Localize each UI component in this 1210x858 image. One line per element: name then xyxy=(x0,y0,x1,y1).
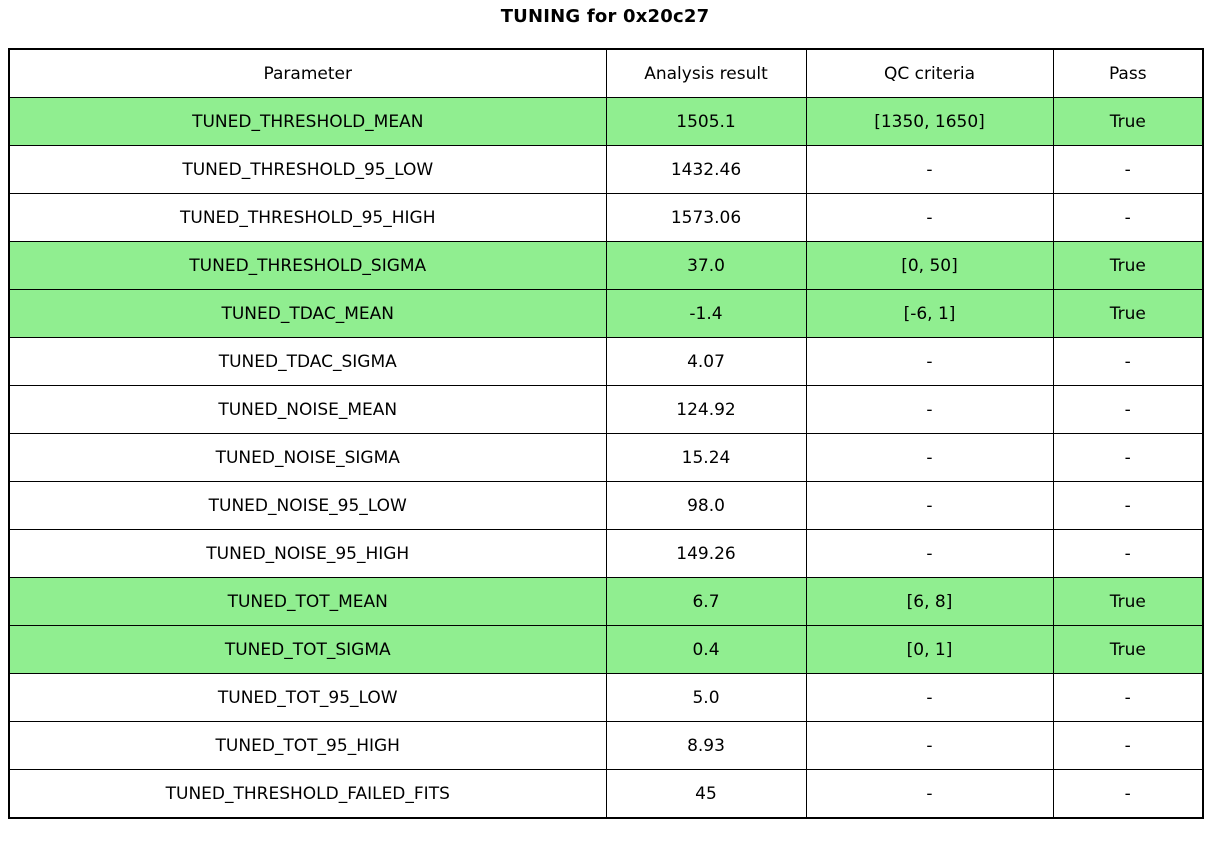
cell-pass: - xyxy=(1052,385,1204,434)
cell-qc-criteria: - xyxy=(805,385,1054,434)
col-header-analysis-result: Analysis result xyxy=(605,48,807,98)
cell-qc-criteria: - xyxy=(805,721,1054,770)
table-row: TUNED_TDAC_SIGMA 4.07- - xyxy=(8,337,1204,386)
cell-pass: - xyxy=(1052,673,1204,722)
cell-pass: True xyxy=(1052,289,1204,338)
cell-qc-criteria: - xyxy=(805,433,1054,482)
table-row: TUNED_TOT_95_HIGH 8.93- - xyxy=(8,721,1204,770)
cell-qc-criteria: - xyxy=(805,481,1054,530)
table-row: TUNED_THRESHOLD_MEAN 1505.1 [1350, 1650] Tr… xyxy=(8,97,1204,146)
cell-parameter: TUNED_THRESHOLD_SIGMA xyxy=(8,241,607,290)
cell-parameter: TUNED_NOISE_SIGMA xyxy=(8,433,607,482)
table-row: TUNED_THRESHOLD_FAILED_FITS 45- - xyxy=(8,769,1204,819)
col-header-parameter: Parameter xyxy=(8,48,607,98)
cell-pass: - xyxy=(1052,193,1204,242)
cell-parameter: TUNED_THRESHOLD_95_LOW xyxy=(8,145,607,194)
cell-analysis-result: 15.24 xyxy=(605,433,807,482)
cell-analysis-result: 37.0 xyxy=(605,241,807,290)
cell-pass: - xyxy=(1052,145,1204,194)
cell-qc-criteria: - xyxy=(805,769,1054,819)
table-row: TUNED_THRESHOLD_95_LOW 1432.46- - xyxy=(8,145,1204,194)
col-header-pass: Pass xyxy=(1052,48,1204,98)
table-row: TUNED_THRESHOLD_SIGMA 37.0 [0, 50] True xyxy=(8,241,1204,290)
cell-qc-criteria: [-6, 1] xyxy=(805,289,1054,338)
cell-analysis-result: 6.7 xyxy=(605,577,807,626)
cell-pass: - xyxy=(1052,529,1204,578)
cell-parameter: TUNED_TOT_MEAN xyxy=(8,577,607,626)
cell-analysis-result: 5.0 xyxy=(605,673,807,722)
table-row: TUNED_NOISE_MEAN 124.92- - xyxy=(8,385,1204,434)
cell-qc-criteria: - xyxy=(805,673,1054,722)
table-row: TUNED_TOT_MEAN 6.7 [6, 8] True xyxy=(8,577,1204,626)
cell-pass: - xyxy=(1052,433,1204,482)
cell-analysis-result: 4.07 xyxy=(605,337,807,386)
cell-pass: True xyxy=(1052,625,1204,674)
cell-qc-criteria: - xyxy=(805,337,1054,386)
cell-analysis-result: 1432.46 xyxy=(605,145,807,194)
cell-parameter: TUNED_NOISE_MEAN xyxy=(8,385,607,434)
table-row: TUNED_NOISE_95_HIGH 149.26- - xyxy=(8,529,1204,578)
table-row: TUNED_TOT_SIGMA 0.4 [0, 1] True xyxy=(8,625,1204,674)
cell-analysis-result: 1505.1 xyxy=(605,97,807,146)
cell-qc-criteria: [1350, 1650] xyxy=(805,97,1054,146)
table-row: TUNED_TDAC_MEAN -1.4 [-6, 1] True xyxy=(8,289,1204,338)
cell-qc-criteria: - xyxy=(805,145,1054,194)
cell-parameter: TUNED_NOISE_95_HIGH xyxy=(8,529,607,578)
cell-analysis-result: 149.26 xyxy=(605,529,807,578)
cell-parameter: TUNED_NOISE_95_LOW xyxy=(8,481,607,530)
cell-parameter: TUNED_TOT_SIGMA xyxy=(8,625,607,674)
table-row: TUNED_THRESHOLD_95_HIGH 1573.06- - xyxy=(8,193,1204,242)
table-body: TUNED_THRESHOLD_MEAN 1505.1 [1350, 1650] Tr… xyxy=(8,97,1204,819)
cell-pass: True xyxy=(1052,97,1204,146)
cell-qc-criteria: [0, 1] xyxy=(805,625,1054,674)
cell-pass: - xyxy=(1052,721,1204,770)
cell-parameter: TUNED_TDAC_MEAN xyxy=(8,289,607,338)
cell-pass: True xyxy=(1052,241,1204,290)
table-row: TUNED_NOISE_95_LOW 98.0- - xyxy=(8,481,1204,530)
cell-pass: True xyxy=(1052,577,1204,626)
cell-qc-criteria: - xyxy=(805,529,1054,578)
cell-qc-criteria: [6, 8] xyxy=(805,577,1054,626)
cell-parameter: TUNED_THRESHOLD_95_HIGH xyxy=(8,193,607,242)
qc-results-table: Parameter Analysis result QC criteria Pa… xyxy=(8,48,1204,819)
cell-parameter: TUNED_THRESHOLD_MEAN xyxy=(8,97,607,146)
cell-parameter: TUNED_TDAC_SIGMA xyxy=(8,337,607,386)
header-row: Parameter Analysis result QC criteria Pa… xyxy=(8,48,1204,98)
table-row: TUNED_NOISE_SIGMA 15.24- - xyxy=(8,433,1204,482)
cell-pass: - xyxy=(1052,769,1204,819)
cell-parameter: TUNED_THRESHOLD_FAILED_FITS xyxy=(8,769,607,819)
cell-analysis-result: 124.92 xyxy=(605,385,807,434)
cell-analysis-result: 45 xyxy=(605,769,807,819)
cell-analysis-result: 0.4 xyxy=(605,625,807,674)
cell-analysis-result: -1.4 xyxy=(605,289,807,338)
cell-parameter: TUNED_TOT_95_LOW xyxy=(8,673,607,722)
cell-pass: - xyxy=(1052,481,1204,530)
cell-parameter: TUNED_TOT_95_HIGH xyxy=(8,721,607,770)
cell-analysis-result: 8.93 xyxy=(605,721,807,770)
cell-analysis-result: 98.0 xyxy=(605,481,807,530)
cell-qc-criteria: [0, 50] xyxy=(805,241,1054,290)
table-row: TUNED_TOT_95_LOW 5.0- - xyxy=(8,673,1204,722)
figure-title: TUNING for 0x20c27 xyxy=(500,6,710,27)
col-header-qc-criteria: QC criteria xyxy=(805,48,1054,98)
cell-pass: - xyxy=(1052,337,1204,386)
cell-analysis-result: 1573.06 xyxy=(605,193,807,242)
cell-qc-criteria: - xyxy=(805,193,1054,242)
